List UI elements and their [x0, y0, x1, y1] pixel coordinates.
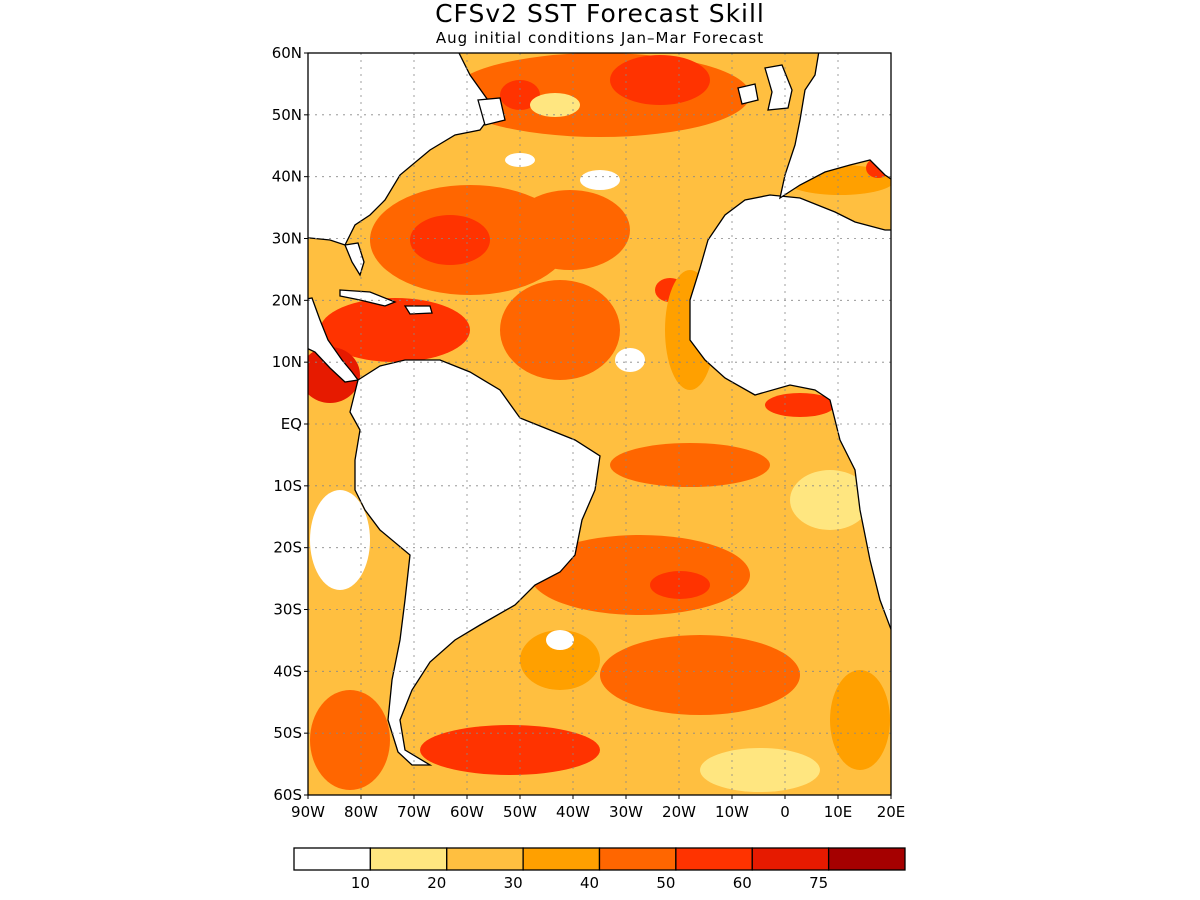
- north-america: [308, 53, 496, 246]
- hispaniola: [403, 305, 433, 315]
- europe: [779, 53, 891, 200]
- lon-tick-label: 70W: [397, 803, 431, 821]
- skill-region: [520, 630, 600, 690]
- chart-title: CFSv2 SST Forecast Skill: [435, 0, 765, 28]
- colorbar: [293, 847, 906, 871]
- skill-region: [530, 93, 580, 117]
- lon-tick-label: 20E: [877, 803, 906, 821]
- central-america: [308, 297, 360, 383]
- lat-tick-label: 20N: [272, 291, 302, 309]
- lat-tick-label: 60S: [273, 786, 302, 804]
- lat-tick-label: 50S: [273, 724, 302, 742]
- lat-tick-label: 30S: [273, 601, 302, 619]
- colorbar-swatch: [522, 847, 601, 871]
- skill-region: [410, 215, 490, 265]
- lon-tick-label: 0: [780, 803, 790, 821]
- skill-region: [615, 348, 645, 372]
- colorbar-label: 40: [580, 874, 599, 892]
- lon-tick-label: 40W: [556, 803, 590, 821]
- skill-region: [700, 748, 820, 792]
- colorbar-swatch: [675, 847, 753, 871]
- skill-region: [790, 470, 870, 530]
- skill-region: [310, 690, 390, 790]
- map-panel: [308, 53, 891, 795]
- lon-tick-label: 20W: [662, 803, 696, 821]
- colorbar-swatch: [751, 847, 830, 871]
- lat-tick-label: 20S: [273, 539, 302, 557]
- skill-region: [500, 280, 620, 380]
- skill-region: [830, 670, 890, 770]
- lon-tick-label: 10W: [715, 803, 749, 821]
- colorbar-label: 20: [427, 874, 446, 892]
- skill-region: [310, 490, 370, 590]
- colorbar-label: 30: [504, 874, 523, 892]
- lat-tick-label: 40N: [272, 168, 302, 186]
- skill-region: [420, 725, 600, 775]
- africa: [689, 194, 891, 632]
- skill-region: [308, 347, 360, 403]
- skill-region: [610, 55, 710, 105]
- colorbar-swatch: [293, 847, 372, 871]
- lon-tick-label: 50W: [503, 803, 537, 821]
- cuba: [339, 289, 397, 307]
- lon-tick-label: 30W: [609, 803, 643, 821]
- skill-region: [600, 635, 800, 715]
- lat-tick-label: 40S: [273, 662, 302, 680]
- skill-region: [610, 443, 770, 487]
- colorbar-swatch: [446, 847, 524, 871]
- skill-region: [765, 393, 835, 417]
- lat-tick-label: 10S: [273, 477, 302, 495]
- colorbar-swatch: [369, 847, 448, 871]
- colorbar-swatch: [598, 847, 677, 871]
- great-britain: [764, 64, 793, 111]
- colorbar-label: 75: [809, 874, 828, 892]
- skill-region: [450, 53, 750, 137]
- lon-tick-label: 60W: [450, 803, 484, 821]
- lat-tick-label: 50N: [272, 106, 302, 124]
- skill-region: [510, 190, 630, 270]
- skill-region: [650, 571, 710, 599]
- lat-tick-label: 60N: [272, 44, 302, 62]
- newfoundland: [477, 97, 506, 126]
- lon-tick-label: 90W: [291, 803, 325, 821]
- colorbar-label: 50: [656, 874, 675, 892]
- florida: [344, 242, 365, 277]
- lon-tick-label: 10E: [824, 803, 853, 821]
- colorbar-labels: 10 20 30 40 50 60 75: [351, 874, 828, 892]
- gridlines: [308, 53, 891, 795]
- lat-tick-label: 10N: [272, 353, 302, 371]
- skill-region: [580, 170, 620, 190]
- colorbar-swatch: [827, 847, 906, 871]
- ireland: [737, 83, 759, 105]
- chart-subtitle: Aug initial conditions Jan–Mar Forecast: [435, 29, 765, 47]
- skill-region: [320, 298, 470, 362]
- lat-tick-label: EQ: [281, 415, 302, 433]
- land: [308, 53, 891, 766]
- skill-region: [546, 630, 574, 650]
- longitude-labels: 90W 80W 70W 60W 50W 40W 30W 20W 10W 0 10E 20E: [291, 795, 905, 821]
- colorbar-label: 10: [351, 874, 370, 892]
- lat-tick-label: 30N: [272, 230, 302, 248]
- colorbar-label: 60: [733, 874, 752, 892]
- latitude-labels: 60N 50N 40N 30N 20N 10N EQ 10S 20S 30S 40S 50S 60S: [272, 44, 308, 804]
- lon-tick-label: 80W: [344, 803, 378, 821]
